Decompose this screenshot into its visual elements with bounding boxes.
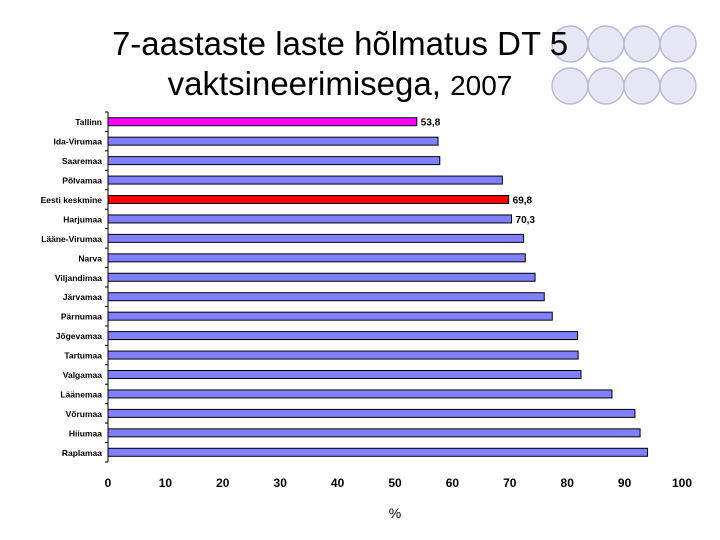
- x-tick-label: 0: [105, 476, 112, 490]
- category-label: Hiiumaa: [69, 428, 102, 438]
- x-tick-label: 70: [503, 476, 517, 490]
- bar: [107, 370, 582, 379]
- data-label: 53,8: [421, 118, 441, 129]
- bar: [107, 350, 579, 360]
- bar: [107, 389, 613, 399]
- bar: [107, 428, 641, 438]
- category-label: Pärnumaa: [61, 312, 102, 322]
- category-label: Jõgevamaa: [56, 331, 103, 341]
- x-tick-label: 100: [672, 476, 692, 490]
- x-tick-label: 40: [331, 476, 345, 490]
- bar: [107, 447, 649, 457]
- bar: [107, 214, 513, 224]
- bar: [107, 311, 553, 321]
- chart-title: 7-aastaste laste hõlmatus DT 5 vaktsinee…: [40, 24, 640, 106]
- x-tick-label: 80: [561, 476, 575, 490]
- bar: [107, 136, 439, 146]
- category-label: Põlvamaa: [62, 176, 102, 186]
- x-tick-label: 10: [159, 476, 173, 490]
- category-label: Ida-Virumaa: [53, 137, 102, 147]
- decorative-circles: [551, 25, 697, 105]
- bar: [107, 117, 418, 127]
- bar: [107, 233, 525, 243]
- category-label: Raplamaa: [62, 448, 102, 458]
- title-year: 2007: [450, 70, 513, 101]
- bar: [107, 272, 536, 282]
- bar: [107, 175, 503, 185]
- bar: [107, 253, 526, 263]
- category-label: Narva: [78, 253, 102, 263]
- bar: [107, 195, 510, 204]
- data-label: 69,8: [513, 196, 533, 207]
- x-tick-label: 50: [388, 476, 402, 490]
- x-tick-label: 90: [618, 476, 632, 490]
- bar: [107, 331, 579, 341]
- title-line-1: 7-aastaste laste hõlmatus DT 5: [111, 25, 569, 62]
- category-label: Võrumaa: [66, 409, 103, 419]
- category-label: Saaremaa: [62, 156, 102, 166]
- x-tick-label: 30: [274, 476, 288, 490]
- category-label: Valgamaa: [63, 370, 102, 380]
- category-label: Läänemaa: [60, 389, 102, 399]
- bar: [107, 156, 441, 166]
- title-line-2: vaktsineerimisega, 2007: [40, 64, 640, 106]
- category-label: Tallinn: [75, 117, 102, 127]
- category-label: Järvamaa: [63, 292, 103, 302]
- x-tick-label: 20: [216, 476, 230, 490]
- category-label: Eesti keskmine: [41, 195, 103, 205]
- bar: [107, 408, 636, 418]
- x-tick-label: 60: [446, 476, 460, 490]
- category-label: Lääne-Virumaa: [41, 234, 102, 244]
- category-label: Viljandimaa: [55, 273, 102, 283]
- x-axis-label: %: [389, 505, 401, 521]
- category-label: Harjumaa: [63, 214, 102, 224]
- bar: [107, 292, 545, 302]
- title-line-2-text: vaktsineerimisega,: [167, 65, 441, 102]
- category-label: Tartumaa: [64, 351, 102, 361]
- data-label: 70,3: [516, 215, 536, 226]
